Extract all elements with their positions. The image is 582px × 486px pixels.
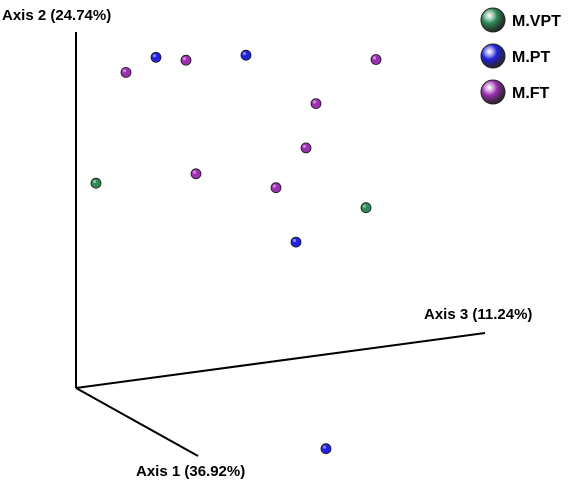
point-highlight <box>182 57 187 61</box>
legend-label-m-vpt: M.VPT <box>512 13 561 30</box>
point-highlight <box>92 180 97 184</box>
axis-3-label: Axis 3 (11.24%) <box>424 306 532 323</box>
point-highlight <box>312 100 317 104</box>
legend-label-m-pt: M.PT <box>512 49 550 66</box>
point-highlight <box>242 52 247 56</box>
point-m-vpt-3 <box>360 202 372 214</box>
legend-marker-m-vpt <box>480 7 506 33</box>
axis-2-label: Axis 2 (24.74%) <box>2 7 111 24</box>
data-points <box>90 49 382 455</box>
point-m-ft-1 <box>120 67 132 78</box>
point-m-ft-4 <box>270 182 282 194</box>
point-m-pt-1 <box>320 443 332 455</box>
point-m-pt-2 <box>290 236 302 248</box>
axis-1-label: Axis 1 (36.92%) <box>136 463 245 480</box>
legend-marker-m-pt <box>480 43 506 69</box>
point-highlight <box>362 204 367 208</box>
point-m-pt-3 <box>150 51 162 63</box>
point-m-ft-5 <box>300 142 312 154</box>
point-highlight <box>152 54 157 58</box>
point-highlight <box>122 69 127 73</box>
axis-3-line <box>75 332 486 389</box>
point-highlight <box>372 56 377 60</box>
point-m-ft-7 <box>370 54 382 65</box>
point-m-vpt-2 <box>90 177 102 189</box>
point-m-ft-3 <box>190 168 202 180</box>
point-highlight <box>302 144 307 148</box>
point-highlight <box>322 445 327 449</box>
legend: M.VPT M.PT M.FT <box>480 7 561 105</box>
point-m-ft-6 <box>310 98 322 109</box>
point-m-ft-2 <box>180 54 192 66</box>
axes <box>75 32 486 457</box>
point-highlight <box>192 170 197 174</box>
point-highlight <box>272 184 277 188</box>
axis-1-line <box>75 387 199 457</box>
legend-marker-m-ft <box>480 79 506 105</box>
point-m-pt-4 <box>240 49 252 61</box>
legend-label-m-ft: M.FT <box>512 85 550 102</box>
point-highlight <box>292 238 297 243</box>
